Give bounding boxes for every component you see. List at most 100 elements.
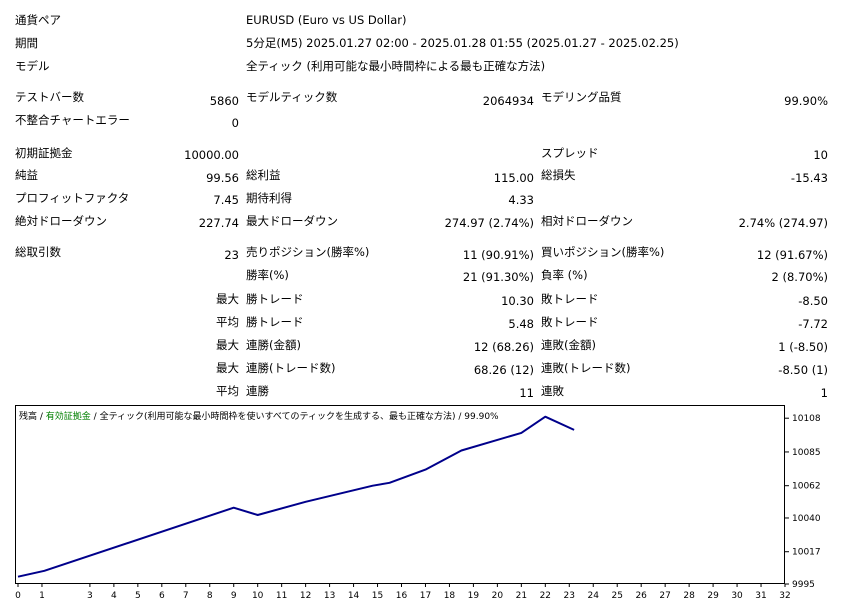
x-tick-label: 27	[659, 591, 670, 601]
x-tick-label: 10	[252, 591, 264, 601]
x-tick-label: 29	[707, 591, 719, 601]
x-tick-label: 25	[611, 591, 622, 601]
x-tick-label: 19	[468, 591, 480, 601]
long-positions-label: 買いポジション(勝率%)	[541, 245, 665, 259]
x-tick-label: 15	[372, 591, 383, 601]
model-label: モデル	[15, 59, 50, 73]
mismatch-label: 不整合チャートエラー	[15, 113, 130, 127]
loss-rate-label: 負率 (%)	[541, 268, 588, 282]
x-tick-label: 6	[159, 591, 165, 601]
y-tick-label: 10085	[792, 448, 821, 458]
symbol-value: EURUSD (Euro vs US Dollar)	[246, 13, 407, 27]
y-tick-label: 10062	[792, 482, 821, 492]
legend-equity: 有効証拠金	[46, 410, 91, 422]
long-positions-value: 12 (91.67%)	[756, 248, 828, 262]
x-tick-label: 20	[492, 591, 504, 601]
bars-label: テストバー数	[15, 90, 84, 104]
win-rate-label: 勝率(%)	[246, 268, 289, 282]
gross-loss-label: 総損失	[541, 168, 576, 182]
legend-quality: 99.90%	[464, 412, 499, 422]
x-tick-label: 5	[135, 591, 141, 601]
legend-balance: 残高	[19, 410, 37, 422]
largest-prefix: 最大	[216, 292, 239, 306]
period-label: 期間	[15, 36, 38, 50]
x-tick-label: 18	[444, 591, 456, 601]
average-prefix: 平均	[216, 315, 239, 329]
spread-value: 10	[813, 148, 828, 162]
largest-win-label: 勝トレード	[246, 292, 304, 306]
legend-separator: /	[37, 412, 46, 422]
ticks-value: 2064934	[482, 94, 534, 108]
consecutive-losses-count-label: 連敗(トレード数)	[541, 361, 631, 375]
gross-profit-label: 総利益	[246, 168, 281, 182]
period-value: 5分足(M5) 2025.01.27 02:00 - 2025.01.28 01…	[246, 36, 679, 50]
x-tick-label: 22	[540, 591, 551, 601]
x-tick-label: 16	[396, 591, 408, 601]
model-value: 全ティック (利用可能な最小時間枠による最も正確な方法)	[246, 59, 546, 73]
profit-factor-value: 7.45	[213, 193, 239, 207]
ticks-label: モデルティック数	[246, 90, 338, 104]
average-consecutive-losses-label: 連敗	[541, 384, 564, 398]
win-rate-value: 21 (91.30%)	[462, 270, 534, 284]
total-trades-label: 総取引数	[15, 245, 61, 259]
consecutive-losses-count-value: -8.50 (1)	[778, 363, 828, 377]
net-profit-value: 99.56	[206, 171, 239, 185]
consecutive-wins-count-label: 連勝(トレード数)	[246, 361, 336, 375]
y-axis: 9995 10017 10040 10062 10085 10108	[785, 414, 821, 590]
y-tick-label: 10040	[792, 514, 821, 524]
y-tick-label: 10017	[792, 548, 821, 558]
mismatch-value: 0	[231, 116, 239, 130]
maximal-drawdown-label: 最大ドローダウン	[246, 214, 338, 228]
x-tick-label: 17	[420, 591, 431, 601]
consecutive-losses-amount-label: 連敗(金額)	[541, 338, 596, 352]
expected-payoff-label: 期待利得	[246, 191, 292, 205]
average-consecutive-losses-value: 1	[820, 386, 828, 400]
gross-loss-value: -15.43	[790, 171, 828, 185]
series	[17, 415, 575, 578]
relative-drawdown-label: 相対ドローダウン	[541, 214, 633, 228]
average-loss-label: 敗トレード	[541, 315, 599, 329]
x-tick-label: 28	[683, 591, 695, 601]
x-tick-label: 21	[516, 591, 527, 601]
total-trades-value: 23	[224, 248, 239, 262]
x-tick-label: 9	[231, 591, 237, 601]
consecutive-wins-amount-value: 12 (68.26)	[473, 340, 534, 354]
average-consecutive-wins-label: 連勝	[246, 384, 269, 398]
y-tick-label: 9995	[792, 580, 815, 590]
x-tick-label: 11	[276, 591, 287, 601]
legend-model: 全ティック(利用可能な最小時間枠を使いすべてのティックを生成する、最も正確な方法…	[100, 410, 456, 422]
balance-chart-frame	[15, 405, 785, 584]
balance-line	[17, 415, 575, 578]
short-positions-value: 11 (90.91%)	[462, 248, 534, 262]
deposit-label: 初期証拠金	[15, 146, 73, 160]
x-tick-label: 0	[15, 591, 21, 601]
chart-legend: 残高 / 有効証拠金 / 全ティック(利用可能な最小時間枠を使いすべてのティック…	[19, 410, 499, 422]
x-tick-label: 12	[300, 591, 311, 601]
maximal-drawdown-value: 274.97 (2.74%)	[444, 216, 534, 230]
max-consecutive-count-prefix: 最大	[216, 361, 239, 375]
consecutive-wins-amount-label: 連勝(金額)	[246, 338, 301, 352]
average-loss-value: -7.72	[798, 317, 828, 331]
gross-profit-value: 115.00	[493, 171, 534, 185]
consecutive-losses-amount-value: 1 (-8.50)	[778, 340, 828, 354]
x-tick-label: 30	[731, 591, 743, 601]
y-tick-label: 10108	[792, 414, 821, 424]
x-tick-label: 4	[111, 591, 117, 601]
x-tick-label: 32	[779, 591, 790, 601]
consecutive-wins-count-value: 68.26 (12)	[473, 363, 534, 377]
x-tick-label: 7	[183, 591, 189, 601]
quality-value: 99.90%	[784, 94, 828, 108]
x-tick-label: 31	[755, 591, 766, 601]
max-consecutive-prefix: 最大	[216, 338, 239, 352]
short-positions-label: 売りポジション(勝率%)	[246, 245, 370, 259]
net-profit-label: 純益	[15, 168, 38, 182]
x-tick-label: 23	[564, 591, 575, 601]
x-tick-label: 1	[39, 591, 45, 601]
legend-separator: /	[91, 412, 100, 422]
x-tick-label: 24	[588, 591, 600, 601]
relative-drawdown-value: 2.74% (274.97)	[738, 216, 828, 230]
expected-payoff-value: 4.33	[508, 193, 534, 207]
average-win-value: 5.48	[508, 317, 534, 331]
x-axis: 0 1 3 4 5 6 7 8 9 10 11 12 13 14 15 16 17 18 19 20 21 22 23 24 2…	[15, 584, 791, 601]
